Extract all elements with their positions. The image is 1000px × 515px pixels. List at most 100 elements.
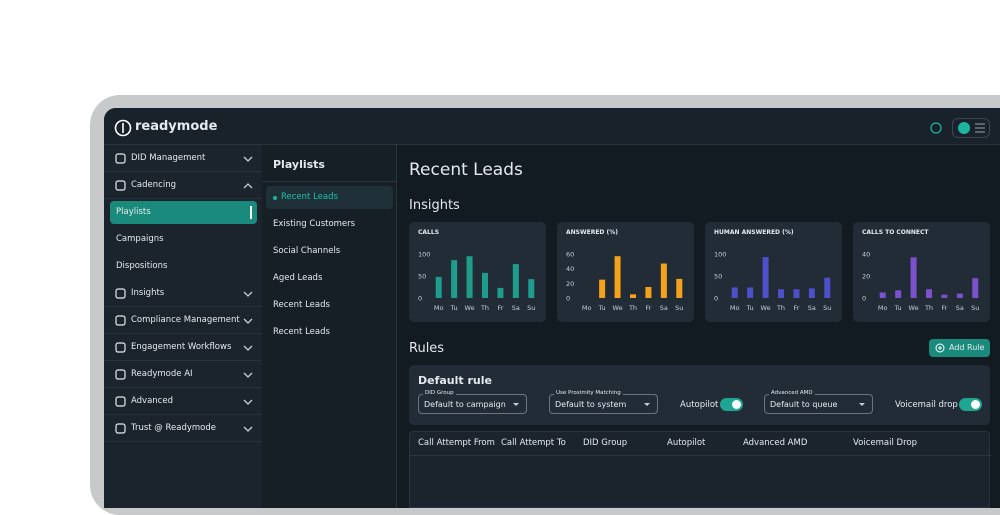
- insight-card: HUMAN ANSWERED (%) 0 50 100 Mo Tu We Th Fr Sa Su: [705, 222, 842, 322]
- bar: [630, 294, 636, 298]
- account-menu[interactable]: [952, 118, 990, 138]
- chevron: [243, 345, 253, 351]
- top-bar: [104, 108, 1000, 145]
- nav-subitem[interactable]: Dispositions: [110, 255, 257, 278]
- toggle[interactable]: [959, 398, 982, 411]
- caret: [859, 403, 865, 409]
- select-value: Default to system: [555, 400, 627, 409]
- nav-icon: [115, 180, 126, 191]
- nav-item[interactable]: DID Management: [104, 145, 262, 172]
- chevron: [243, 291, 253, 297]
- chevron-shape: [243, 291, 253, 297]
- subnav: Playlists Recent Leads Existing Customers…: [262, 145, 397, 508]
- x-tick-label: Fr: [941, 304, 947, 312]
- x-tick-label: Tu: [598, 304, 606, 312]
- x-tick-label: We: [613, 304, 623, 312]
- nav-item[interactable]: Compliance Management: [104, 307, 262, 334]
- select[interactable]: DID Group Default to campaign: [418, 390, 527, 414]
- rule-title: Default rule: [418, 374, 492, 387]
- subnav-item[interactable]: Recent Leads: [266, 186, 393, 209]
- chevron: [243, 156, 253, 162]
- y-tick-label: 0: [566, 295, 570, 303]
- nav-item[interactable]: Engagement Workflows: [104, 334, 262, 361]
- x-tick-label: Fr: [645, 304, 651, 312]
- chevron: [243, 318, 253, 324]
- section-title: Insights: [409, 198, 460, 213]
- nav-icon: [115, 423, 126, 434]
- nav-item[interactable]: Advanced: [104, 388, 262, 415]
- caret: [513, 403, 519, 409]
- y-tick-label: 40: [566, 265, 574, 273]
- bar: [793, 289, 800, 298]
- column-header: Voicemail Drop: [853, 438, 917, 448]
- nav-icon: [115, 396, 126, 407]
- nav-icon: [115, 288, 126, 299]
- rule-card: Default rule DID Group Default to campaig…: [409, 365, 990, 425]
- chevron-shape: [243, 183, 253, 189]
- y-tick-label: 60: [566, 251, 574, 259]
- nav-sublabel: Playlists: [116, 207, 151, 217]
- x-tick-label: Mo: [730, 304, 740, 312]
- subnav-item[interactable]: Social Channels: [266, 240, 393, 263]
- page-title: Recent Leads: [409, 160, 523, 180]
- y-tick-label: 20: [566, 280, 574, 288]
- chart-title: HUMAN ANSWERED (%): [714, 229, 794, 236]
- select[interactable]: Advanced AMD Default to queue: [764, 390, 873, 414]
- chevron: [243, 372, 253, 378]
- bar: [747, 287, 754, 298]
- nav-label: Engagement Workflows: [131, 342, 232, 352]
- bar: [879, 292, 886, 298]
- x-tick-label: Sa: [956, 304, 964, 312]
- chevron-shape: [243, 345, 253, 351]
- chevron: [243, 399, 253, 405]
- subnav-item[interactable]: Existing Customers: [266, 213, 393, 236]
- nav-icon: [115, 153, 126, 164]
- bar-chart: CALLS TO CONNECT 0 20 40 Mo Tu We Th Fr Sa Su: [862, 229, 979, 312]
- nav-item[interactable]: Readymode AI: [104, 361, 262, 388]
- toggle[interactable]: [720, 398, 743, 411]
- nav-item[interactable]: Trust @ Readymode: [104, 415, 262, 442]
- x-tick-label: We: [909, 304, 919, 312]
- icon-shape: [115, 342, 126, 353]
- column-header: DID Group: [583, 438, 628, 448]
- bar-chart: CALLS 0 50 100 Mo Tu We Th Fr Sa Su: [418, 229, 535, 312]
- divider: [410, 455, 991, 456]
- help-icon[interactable]: [930, 122, 942, 134]
- y-tick-label: 0: [862, 295, 866, 303]
- caret: [644, 403, 650, 409]
- nav-label: Readymode AI: [131, 369, 193, 379]
- bar: [614, 256, 621, 298]
- add-rule-button[interactable]: Add Rule: [929, 339, 990, 357]
- nav-subitem[interactable]: Campaigns: [110, 228, 257, 251]
- x-tick-label: Th: [776, 304, 785, 312]
- subnav-label: Recent Leads: [273, 327, 330, 337]
- x-tick-label: Su: [675, 304, 683, 312]
- chart-title: CALLS TO CONNECT: [862, 229, 929, 236]
- screen: readymode DID Management Cadencing Playlis…: [104, 108, 1000, 508]
- bar: [808, 288, 815, 298]
- x-tick-label: Tu: [450, 304, 458, 312]
- select[interactable]: Use Proximity Matching Default to system: [549, 390, 658, 414]
- nav-label: Trust @ Readymode: [131, 423, 216, 433]
- select-label: Use Proximity Matching: [554, 390, 623, 396]
- subnav-item[interactable]: Recent Leads: [266, 294, 393, 317]
- nav-icon: [115, 315, 126, 326]
- bar: [676, 278, 683, 298]
- subnav-item[interactable]: Recent Leads: [266, 321, 393, 344]
- chevron-shape: [243, 156, 253, 162]
- nav-item[interactable]: Insights: [104, 280, 262, 307]
- toggle-label: Voicemail drop: [895, 400, 958, 410]
- bar: [895, 290, 902, 298]
- y-tick-label: 20: [862, 273, 870, 281]
- nav-subitem[interactable]: Playlists: [110, 201, 257, 224]
- nav-item[interactable]: Cadencing: [104, 172, 262, 199]
- dot: [273, 196, 277, 200]
- subnav-label: Recent Leads: [273, 300, 330, 310]
- bar: [956, 293, 963, 298]
- x-tick-label: Su: [527, 304, 535, 312]
- y-tick-label: 0: [418, 295, 422, 303]
- bar: [926, 289, 932, 298]
- toggle-knob: [971, 400, 980, 409]
- subnav-item[interactable]: Aged Leads: [266, 267, 393, 290]
- y-tick-label: 100: [418, 251, 430, 259]
